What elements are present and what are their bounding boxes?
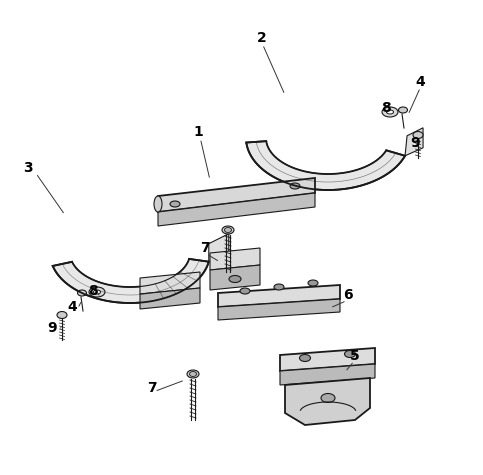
Polygon shape [280,348,375,371]
Text: 8: 8 [88,284,98,298]
Ellipse shape [57,312,67,319]
Polygon shape [53,259,209,303]
Ellipse shape [154,196,162,212]
Text: 7: 7 [147,381,157,395]
Ellipse shape [398,107,408,113]
Text: 8: 8 [381,101,391,115]
Ellipse shape [299,354,311,361]
Polygon shape [280,364,375,385]
Ellipse shape [225,228,231,232]
Text: 9: 9 [410,136,420,150]
Text: 9: 9 [47,321,57,335]
Ellipse shape [386,110,394,114]
Ellipse shape [170,201,180,207]
Ellipse shape [308,280,318,286]
Ellipse shape [187,370,199,378]
Text: 5: 5 [350,349,360,363]
Text: 4: 4 [415,75,425,89]
Ellipse shape [240,288,250,294]
Polygon shape [246,141,405,190]
Polygon shape [210,265,260,290]
Polygon shape [285,378,370,425]
Text: 6: 6 [343,288,353,302]
Text: 1: 1 [193,125,203,139]
Polygon shape [158,193,315,226]
Ellipse shape [94,290,100,294]
Text: 7: 7 [200,241,210,255]
Polygon shape [209,234,229,262]
Ellipse shape [321,393,335,402]
Polygon shape [140,288,200,309]
Text: 4: 4 [67,300,77,314]
Ellipse shape [229,276,241,283]
Ellipse shape [344,351,355,358]
Ellipse shape [189,371,197,377]
Polygon shape [140,272,200,294]
Ellipse shape [290,183,300,189]
Ellipse shape [382,107,398,117]
Polygon shape [405,128,423,156]
Ellipse shape [222,226,234,234]
Polygon shape [218,299,340,320]
Ellipse shape [89,287,105,297]
Text: 2: 2 [257,31,267,45]
Polygon shape [218,285,340,307]
Ellipse shape [413,132,423,139]
Ellipse shape [77,290,86,296]
Polygon shape [158,178,315,212]
Ellipse shape [274,284,284,290]
Polygon shape [210,248,260,270]
Text: 3: 3 [23,161,33,175]
